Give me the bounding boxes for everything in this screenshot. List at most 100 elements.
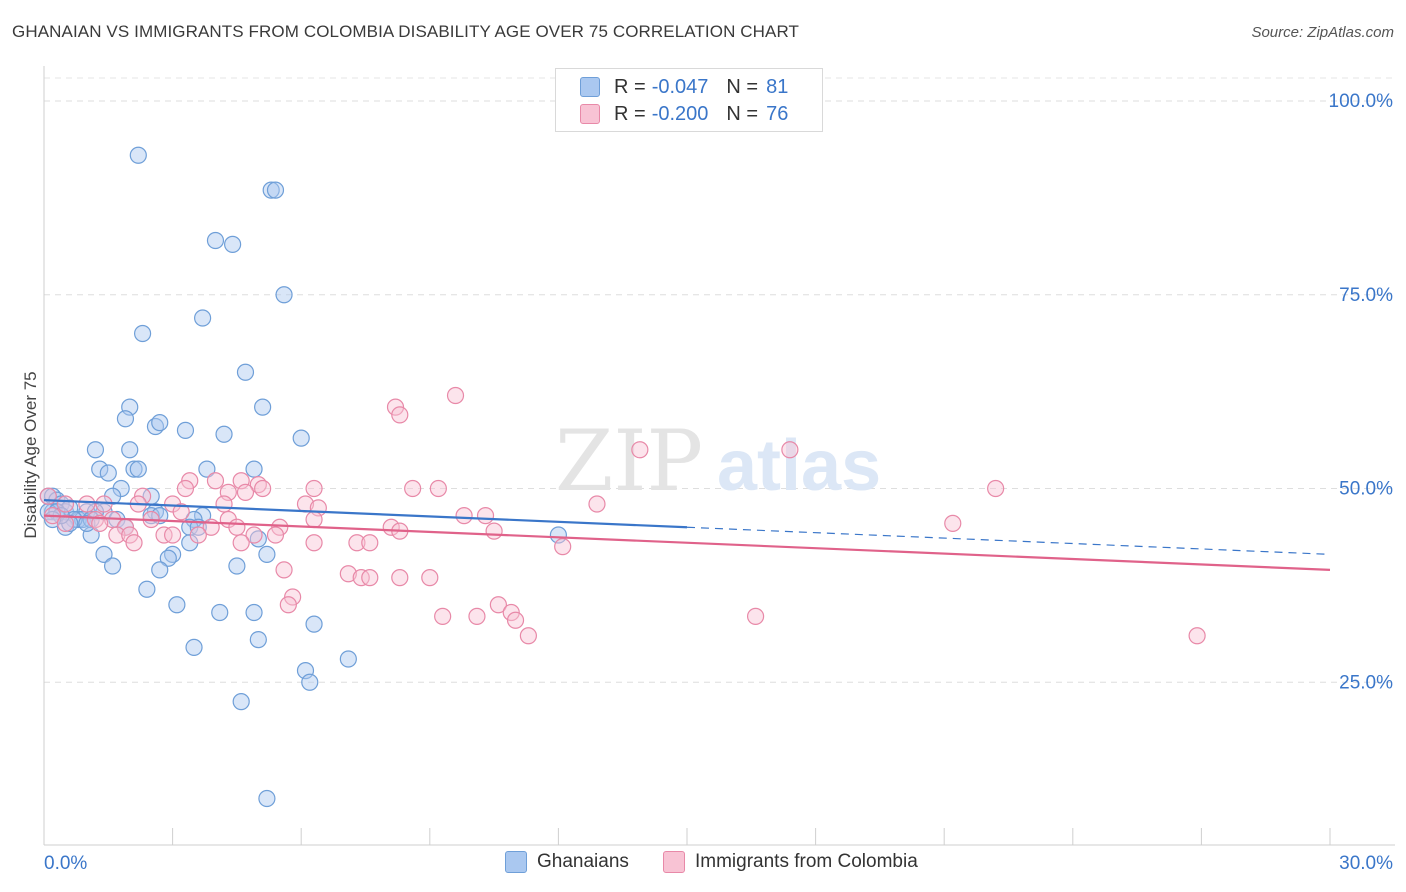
- trend-lines: [43, 499, 1331, 571]
- point-colombia: [39, 487, 57, 505]
- point-ghanaian: [103, 557, 122, 575]
- legend-row-ghanaians: R = -0.047 N = 81: [556, 73, 788, 101]
- legend-r-value: -0.200: [651, 102, 709, 125]
- point-colombia: [305, 510, 323, 529]
- point-ghanaian: [95, 545, 113, 563]
- point-ghanaian: [185, 638, 203, 656]
- legend-n-label: N =: [726, 75, 759, 98]
- watermark-atlas: atlas: [717, 426, 881, 506]
- point-ghanaian: [254, 398, 272, 416]
- legend-r-label: R =: [614, 75, 646, 98]
- axes: [43, 66, 1395, 846]
- point-colombia: [588, 495, 606, 513]
- legend-r-value: -0.047: [651, 75, 709, 98]
- point-ghanaian: [168, 596, 186, 614]
- point-ghanaian: [129, 460, 147, 478]
- point-colombia: [455, 507, 473, 525]
- point-ghanaian: [339, 650, 357, 668]
- point-colombia: [339, 565, 357, 583]
- point-colombia: [506, 611, 525, 629]
- x-tick-label: 30.0%: [1339, 853, 1393, 874]
- legend-label: Ghanaians: [537, 851, 629, 872]
- point-ghanaian: [176, 421, 195, 439]
- point-colombia: [348, 534, 366, 552]
- point-colombia: [519, 627, 537, 645]
- point-ghanaian: [305, 615, 323, 633]
- tick-labels: 25.0% 50.0% 75.0% 100.0% 0.0% 30.0%: [44, 91, 1393, 874]
- point-colombia: [429, 479, 447, 498]
- point-ghanaian: [245, 603, 263, 622]
- point-colombia: [108, 526, 126, 544]
- point-ghanaian: [215, 425, 233, 443]
- point-ghanaian: [228, 557, 246, 575]
- legend-swatch-pink: [580, 104, 600, 124]
- point-colombia: [361, 534, 379, 552]
- point-colombia: [236, 483, 255, 501]
- point-ghanaian: [69, 510, 87, 529]
- point-colombia: [1188, 627, 1206, 645]
- point-ghanaian: [125, 460, 143, 478]
- point-colombia: [554, 538, 572, 556]
- point-colombia: [391, 569, 409, 587]
- series-legend: Ghanaians Immigrants from Colombia: [0, 851, 1406, 877]
- point-colombia: [91, 514, 109, 532]
- correlation-legend: R = -0.047 N = 81 R = -0.200 N = 76: [555, 68, 823, 132]
- point-ghanaian: [258, 545, 276, 563]
- point-ghanaian: [232, 693, 250, 711]
- trend-line-ghanaians-extension: [686, 526, 1331, 555]
- point-colombia: [189, 526, 207, 544]
- point-colombia: [987, 479, 1005, 498]
- point-colombia: [305, 534, 323, 552]
- point-colombia: [361, 569, 379, 587]
- point-colombia: [476, 507, 495, 525]
- point-colombia: [56, 514, 75, 532]
- point-colombia: [176, 479, 195, 498]
- trend-line-ghanaians: [43, 499, 688, 529]
- point-ghanaian: [262, 181, 280, 199]
- data-points: [39, 146, 1206, 808]
- point-ghanaian: [275, 286, 293, 304]
- point-colombia: [404, 479, 422, 498]
- point-ghanaian: [138, 580, 156, 598]
- point-colombia: [631, 441, 649, 459]
- point-colombia: [232, 534, 250, 552]
- point-ghanaian: [151, 561, 169, 579]
- point-colombia: [434, 607, 452, 625]
- point-ghanaian: [245, 460, 263, 478]
- legend-item-ghanaians[interactable]: Ghanaians: [505, 851, 629, 873]
- point-colombia: [245, 526, 263, 544]
- point-ghanaian: [91, 460, 109, 478]
- point-colombia: [944, 514, 962, 532]
- point-colombia: [446, 386, 465, 405]
- point-colombia: [172, 503, 190, 521]
- y-tick-label: 100.0%: [1329, 91, 1394, 112]
- legend-item-colombia[interactable]: Immigrants from Colombia: [663, 851, 918, 873]
- point-colombia: [228, 518, 246, 536]
- chart-title: GHANAIAN VS IMMIGRANTS FROM COLOMBIA DIS…: [12, 22, 800, 41]
- point-ghanaian: [266, 181, 285, 199]
- watermark: ZIP atlas: [555, 412, 881, 510]
- point-colombia: [95, 495, 113, 513]
- legend-swatch-pink: [663, 851, 685, 873]
- watermark-zip: ZIP: [555, 412, 703, 510]
- point-ghanaian: [159, 549, 177, 567]
- legend-n-value: 81: [766, 75, 789, 98]
- point-ghanaian: [133, 324, 152, 343]
- y-axis-label: Disability Age Over 75: [21, 371, 40, 538]
- point-ghanaian: [129, 146, 147, 164]
- point-colombia: [391, 406, 409, 424]
- legend-label: Immigrants from Colombia: [695, 851, 918, 872]
- point-ghanaian: [292, 429, 310, 447]
- point-ghanaian: [194, 309, 212, 327]
- point-colombia: [781, 441, 799, 459]
- point-ghanaian: [99, 464, 117, 482]
- point-ghanaian: [206, 231, 225, 250]
- point-ghanaian: [258, 789, 276, 808]
- point-colombia: [279, 596, 297, 614]
- point-colombia: [275, 561, 293, 579]
- point-colombia: [468, 607, 486, 625]
- legend-n-value: 76: [766, 102, 789, 125]
- point-ghanaian: [301, 673, 319, 691]
- point-ghanaian: [151, 414, 169, 432]
